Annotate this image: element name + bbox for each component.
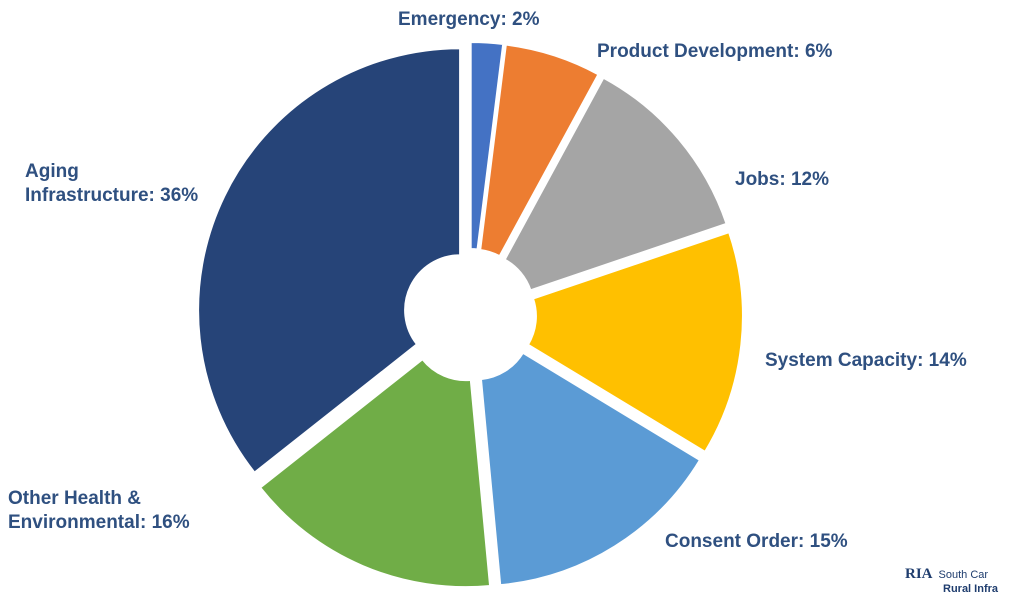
slice-label: Emergency: 2% [398,9,540,30]
logo-line1: South Car [938,569,989,581]
slice [479,351,702,587]
slice [258,357,492,589]
slice-label: Aging Infrastructure: 36% [25,161,199,206]
slice [479,43,600,258]
slice-label: System Capacity: 14% [765,350,967,371]
slice [469,41,505,251]
slice [526,230,744,454]
logo-line2: Rural Infra [943,583,999,595]
slice-label: Product Development: 6% [597,41,833,62]
slice [197,47,462,475]
slice [503,76,728,292]
slice-label: Consent Order: 15% [665,531,848,552]
slice-label: Jobs: 12% [735,169,829,190]
slice-label: Other Health & Environmental: 16% [8,488,190,533]
logo-mark: RIA [905,566,933,582]
